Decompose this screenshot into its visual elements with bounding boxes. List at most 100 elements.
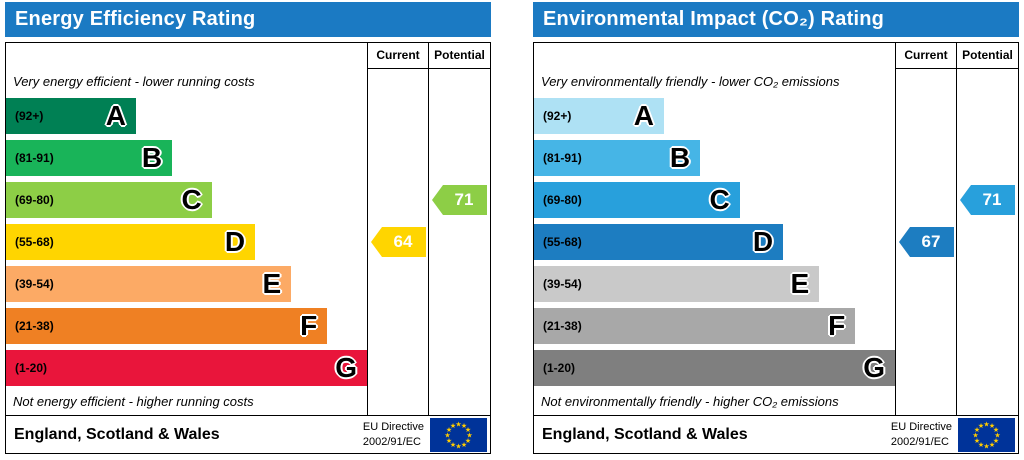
energy-panel-footer: England, Scotland & Wales EU Directive 2… bbox=[5, 415, 491, 454]
svg-text:★: ★ bbox=[978, 441, 984, 449]
svg-text:★: ★ bbox=[994, 431, 1000, 439]
band-bar-b: (81-91) B bbox=[534, 140, 701, 176]
energy-rating-chart: Current Potential Very energy efficient … bbox=[5, 42, 491, 416]
band-range-label: (92+) bbox=[543, 109, 572, 123]
svg-text:★: ★ bbox=[974, 437, 980, 445]
band-letter-label: B bbox=[141, 142, 163, 173]
environmental-potential-column: 71 bbox=[956, 69, 1018, 415]
environmental-rating-chart: Current Potential Very environmentally f… bbox=[533, 42, 1019, 416]
potential-rating-arrow: 71 bbox=[960, 185, 1015, 215]
band-row-b: (81-91) B bbox=[6, 137, 367, 179]
band-range-label: (21-38) bbox=[15, 319, 54, 333]
svg-text:★: ★ bbox=[978, 422, 984, 430]
band-row-g: (1-20) G bbox=[6, 347, 367, 389]
region-label: England, Scotland & Wales bbox=[542, 425, 748, 443]
band-range-label: (55-68) bbox=[15, 235, 54, 249]
band-bar-b: (81-91) B bbox=[6, 140, 173, 176]
band-letter-label: C bbox=[709, 184, 730, 215]
svg-text:★: ★ bbox=[446, 437, 452, 445]
band-bar-e: (39-54) E bbox=[6, 266, 292, 302]
band-range-label: (1-20) bbox=[15, 361, 48, 375]
band-letter-label: A bbox=[105, 100, 126, 131]
band-bar-e: (39-54) E bbox=[534, 266, 820, 302]
band-row-c: (69-80) C bbox=[6, 179, 367, 221]
band-row-e: (39-54) E bbox=[6, 263, 367, 305]
svg-text:★: ★ bbox=[983, 420, 989, 428]
band-letter-label: G bbox=[863, 352, 885, 383]
svg-text:★: ★ bbox=[450, 422, 456, 430]
band-range-label: (39-54) bbox=[15, 277, 54, 291]
band-row-e: (39-54) E bbox=[534, 263, 895, 305]
band-letter-label: F bbox=[300, 310, 318, 341]
eu-flag-icon: ★ ★ ★ ★ ★ ★ ★ ★ ★ ★ ★ ★ bbox=[958, 417, 1015, 452]
svg-text:★: ★ bbox=[983, 442, 989, 450]
environmental-bands-area: Very environmentally friendly - lower CO… bbox=[534, 69, 895, 415]
band-bar-d: (55-68) D bbox=[6, 224, 256, 260]
band-bar-g: (1-20) G bbox=[6, 350, 367, 386]
band-range-label: (39-54) bbox=[543, 277, 582, 291]
current-rating-arrow: 64 bbox=[371, 227, 426, 257]
band-letter-label: D bbox=[752, 226, 774, 257]
potential-rating-arrow: 71 bbox=[432, 185, 487, 215]
svg-text:★: ★ bbox=[465, 437, 471, 445]
svg-text:★: ★ bbox=[466, 431, 472, 439]
band-letter-label: C bbox=[181, 184, 202, 215]
bands-header-spacer bbox=[534, 43, 895, 69]
current-column-header: Current bbox=[895, 43, 956, 69]
band-letter-label: A bbox=[633, 100, 654, 131]
top-note: Very energy efficient - lower running co… bbox=[13, 74, 255, 89]
svg-text:★: ★ bbox=[461, 441, 467, 449]
environmental-current-column: 67 bbox=[895, 69, 956, 415]
region-label: England, Scotland & Wales bbox=[14, 425, 220, 443]
band-range-label: (21-38) bbox=[543, 319, 582, 333]
energy-band-list: (92+) A (81-91) B (69-80) C (55-68) D (39-54) E (2… bbox=[6, 95, 367, 389]
band-row-d: (55-68) D bbox=[6, 221, 367, 263]
band-row-f: (21-38) F bbox=[534, 305, 895, 347]
band-bar-c: (69-80) C bbox=[6, 182, 212, 218]
current-rating-arrow: 67 bbox=[899, 227, 954, 257]
band-row-d: (55-68) D bbox=[534, 221, 895, 263]
eu-directive-line1: EU Directive bbox=[890, 421, 952, 434]
energy-efficiency-panel: Energy Efficiency Rating Current Potenti… bbox=[5, 2, 491, 454]
current-column-header: Current bbox=[367, 43, 428, 69]
svg-text:★: ★ bbox=[989, 441, 995, 449]
svg-text:★: ★ bbox=[465, 426, 471, 434]
band-range-label: (69-80) bbox=[543, 193, 582, 207]
band-row-g: (1-20) G bbox=[534, 347, 895, 389]
eu-directive-label: EU Directive 2002/91/EC bbox=[363, 420, 424, 449]
band-letter-label: G bbox=[335, 352, 357, 383]
band-range-label: (1-20) bbox=[543, 361, 576, 375]
band-letter-label: E bbox=[262, 268, 282, 299]
band-letter-label: E bbox=[790, 268, 810, 299]
svg-text:★: ★ bbox=[450, 441, 456, 449]
environmental-panel-footer: England, Scotland & Wales EU Directive 2… bbox=[533, 415, 1019, 454]
band-bar-c: (69-80) C bbox=[534, 182, 740, 218]
potential-column-header: Potential bbox=[956, 43, 1018, 69]
environmental-impact-panel: Environmental Impact (CO₂) Rating Curren… bbox=[533, 2, 1019, 454]
svg-text:★: ★ bbox=[972, 431, 978, 439]
band-row-f: (21-38) F bbox=[6, 305, 367, 347]
energy-potential-column: 71 bbox=[428, 69, 490, 415]
svg-text:★: ★ bbox=[444, 431, 450, 439]
band-letter-label: D bbox=[224, 226, 246, 257]
band-bar-a: (92+) A bbox=[534, 98, 664, 134]
band-range-label: (92+) bbox=[15, 109, 44, 123]
band-range-label: (81-91) bbox=[15, 151, 54, 165]
potential-column-header: Potential bbox=[428, 43, 490, 69]
band-range-label: (55-68) bbox=[543, 235, 582, 249]
band-row-c: (69-80) C bbox=[534, 179, 895, 221]
energy-bands-area: Very energy efficient - lower running co… bbox=[6, 69, 367, 415]
band-bar-g: (1-20) G bbox=[534, 350, 895, 386]
band-bar-d: (55-68) D bbox=[534, 224, 784, 260]
bottom-note: Not environmentally friendly - higher CO… bbox=[541, 394, 839, 409]
eu-directive-line1: EU Directive bbox=[362, 421, 424, 434]
svg-text:★: ★ bbox=[455, 420, 461, 428]
svg-text:★: ★ bbox=[993, 437, 999, 445]
svg-text:★: ★ bbox=[993, 426, 999, 434]
svg-text:★: ★ bbox=[446, 426, 452, 434]
bottom-note: Not energy efficient - higher running co… bbox=[13, 394, 254, 409]
environmental-panel-title: Environmental Impact (CO₂) Rating bbox=[533, 2, 1019, 37]
band-row-b: (81-91) B bbox=[534, 137, 895, 179]
energy-current-column: 64 bbox=[367, 69, 428, 415]
